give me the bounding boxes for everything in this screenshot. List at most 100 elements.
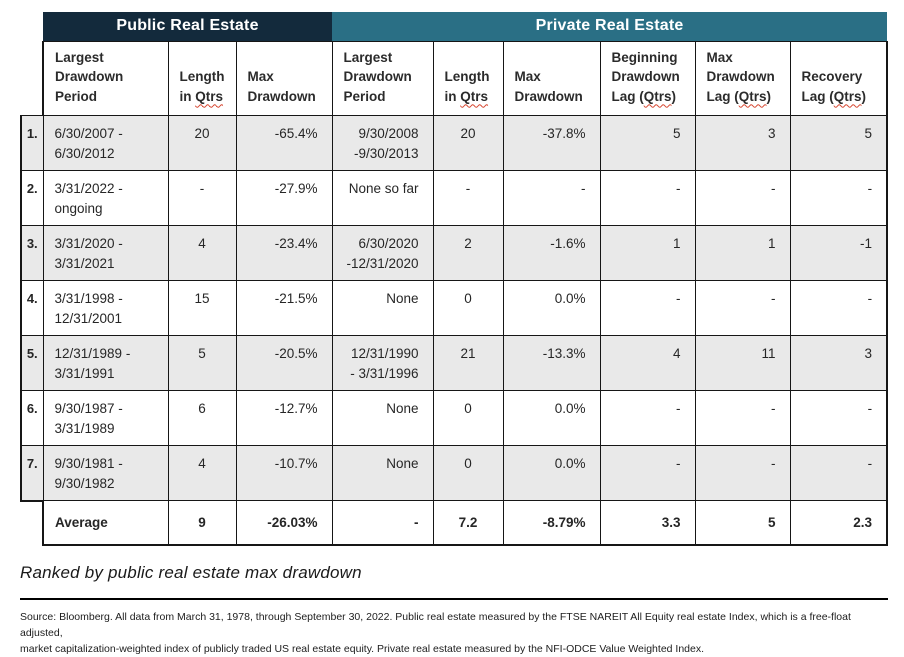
row-number: 3. xyxy=(20,225,44,282)
average-row: Average 9 -26.03% -7.2 -8.79% 3.3 5 2.3 xyxy=(21,500,889,546)
col-header-beginning-drawdown-lag: Beginning Drawdown Lag (Qtrs) xyxy=(599,40,696,117)
header-text: Length in xyxy=(179,69,225,104)
header-text: Qtrs xyxy=(738,88,767,104)
table-row: 5. 12/31/1989 - 3/31/1991 5 -20.5% 12/31/199… xyxy=(20,335,889,392)
table-cell: - xyxy=(502,170,601,227)
header-text: Largest Drawdown Period xyxy=(343,49,412,104)
average-cell: 9 xyxy=(167,500,237,546)
table-cell: 9/30/2008 -9/30/2013 xyxy=(331,115,434,172)
table-cell: 4 xyxy=(599,335,696,392)
table-cell: 15 xyxy=(167,280,237,337)
table-cell: -21.5% xyxy=(235,280,333,337)
row-number: 2. xyxy=(20,170,44,227)
table-cell: 0 xyxy=(432,390,504,447)
table-cell: 11 xyxy=(694,335,791,392)
col-header-max-drawdown-lag: Max Drawdown Lag (Qtrs) xyxy=(694,40,791,117)
table-cell: 3 xyxy=(694,115,791,172)
table-cell: - xyxy=(694,445,791,502)
table-cell: None so far xyxy=(331,170,434,227)
group-banner-row: Public Real Estate Private Real Estate xyxy=(21,12,888,41)
header-text: ) xyxy=(861,88,867,104)
header-text: ) xyxy=(671,88,677,104)
col-header-public-max-drawdown: Max Drawdown xyxy=(235,40,333,117)
table-cell: None xyxy=(331,390,434,447)
table-cell: 0.0% xyxy=(502,280,601,337)
table-cell: 5 xyxy=(167,335,237,392)
col-header-private-largest-drawdown-period: Largest Drawdown Period xyxy=(331,40,434,117)
table-cell: 6/30/2007 - 6/30/2012 xyxy=(42,115,169,172)
table-cell: - xyxy=(167,170,237,227)
table-cell: None xyxy=(331,280,434,337)
table-cell: -1 xyxy=(789,225,889,282)
average-cell: 5 xyxy=(694,500,791,546)
table-cell: 3/31/1998 - 12/31/2001 xyxy=(42,280,169,337)
average-cell: -8.79% xyxy=(502,500,601,546)
source-line-2: market capitalization-weighted index of … xyxy=(20,643,705,656)
table-row: 2. 3/31/2022 - ongoing - -27.9% None so far -… xyxy=(20,170,889,227)
row-number: 1. xyxy=(20,115,44,172)
table-cell: - xyxy=(694,280,791,337)
header-text: Beginning Drawdown Lag ( xyxy=(611,49,680,104)
table-cell: 1 xyxy=(599,225,696,282)
divider xyxy=(20,597,888,600)
table-cell: -1.6% xyxy=(502,225,601,282)
table-row: 3. 3/31/2020 - 3/31/2021 4 -23.4% 6/30/2020 … xyxy=(20,225,889,282)
header-text: Qtrs xyxy=(833,88,862,104)
table-cell: 0.0% xyxy=(502,445,601,502)
table-cell: 3/31/2020 - 3/31/2021 xyxy=(42,225,169,282)
drawdown-table: Public Real Estate Private Real Estate L… xyxy=(20,12,889,546)
header-text: Max Drawdown xyxy=(247,69,316,104)
header-text: Qtrs xyxy=(643,88,672,104)
header-text: Length in xyxy=(444,69,490,104)
table-cell: 0 xyxy=(432,445,504,502)
column-header-row: Largest Drawdown Period Length in Qtrs M… xyxy=(21,40,889,117)
table-cell: 0.0% xyxy=(502,390,601,447)
table-cell: - xyxy=(599,445,696,502)
table-cell: 4 xyxy=(167,225,237,282)
table-row: 7. 9/30/1981 - 9/30/1982 4 -10.7% None 0 0.0% -… xyxy=(20,445,889,502)
header-text: ) xyxy=(766,88,772,104)
caption: Ranked by public real estate max drawdow… xyxy=(20,562,362,582)
table-cell: 12/31/1990 - 3/31/1996 xyxy=(331,335,434,392)
table-cell: 12/31/1989 - 3/31/1991 xyxy=(42,335,169,392)
table-cell: - xyxy=(789,170,889,227)
table-cell: 3/31/2022 - ongoing xyxy=(42,170,169,227)
table-row: 1. 6/30/2007 - 6/30/2012 20 -65.4% 9/30/2008… xyxy=(20,115,889,172)
average-cell: -26.03% xyxy=(235,500,333,546)
table-cell: 3 xyxy=(789,335,889,392)
row-number: 7. xyxy=(20,445,44,502)
table-cell: 2 xyxy=(432,225,504,282)
col-header-private-length-in-qtrs: Length in Qtrs xyxy=(432,40,504,117)
row-number: 4. xyxy=(20,280,44,337)
table-cell: - xyxy=(599,170,696,227)
table-cell: -12.7% xyxy=(235,390,333,447)
table-cell: 5 xyxy=(599,115,696,172)
col-header-public-length-in-qtrs: Length in Qtrs xyxy=(167,40,237,117)
table-cell: 1 xyxy=(694,225,791,282)
header-text: Qtrs xyxy=(460,88,489,104)
header-text: Largest Drawdown Period xyxy=(55,49,124,104)
table-cell: -65.4% xyxy=(235,115,333,172)
average-cell: 2.3 xyxy=(789,500,889,546)
col-header-public-largest-drawdown-period: Largest Drawdown Period xyxy=(42,40,169,117)
table-cell: 9/30/1981 - 9/30/1982 xyxy=(42,445,169,502)
table-cell: 9/30/1987 - 3/31/1989 xyxy=(42,390,169,447)
private-real-estate-banner: Private Real Estate xyxy=(332,12,888,41)
banner-spacer xyxy=(21,12,43,41)
table-cell: - xyxy=(694,170,791,227)
table-cell: 6 xyxy=(167,390,237,447)
average-cell: 7.2 xyxy=(432,500,504,546)
table-cell: - xyxy=(789,390,889,447)
table-cell: - xyxy=(789,280,889,337)
header-text: Recovery Lag ( xyxy=(801,69,863,104)
table-cell: -23.4% xyxy=(235,225,333,282)
table-cell: -20.5% xyxy=(235,335,333,392)
table-cell: - xyxy=(789,445,889,502)
col-header-private-max-drawdown: Max Drawdown xyxy=(502,40,601,117)
source-line-1: Source: Bloomberg. All data from March 3… xyxy=(20,610,851,639)
header-text: Max Drawdown xyxy=(514,69,583,104)
row-number: 5. xyxy=(20,335,44,392)
row-number: 6. xyxy=(20,390,44,447)
table-cell: -10.7% xyxy=(235,445,333,502)
